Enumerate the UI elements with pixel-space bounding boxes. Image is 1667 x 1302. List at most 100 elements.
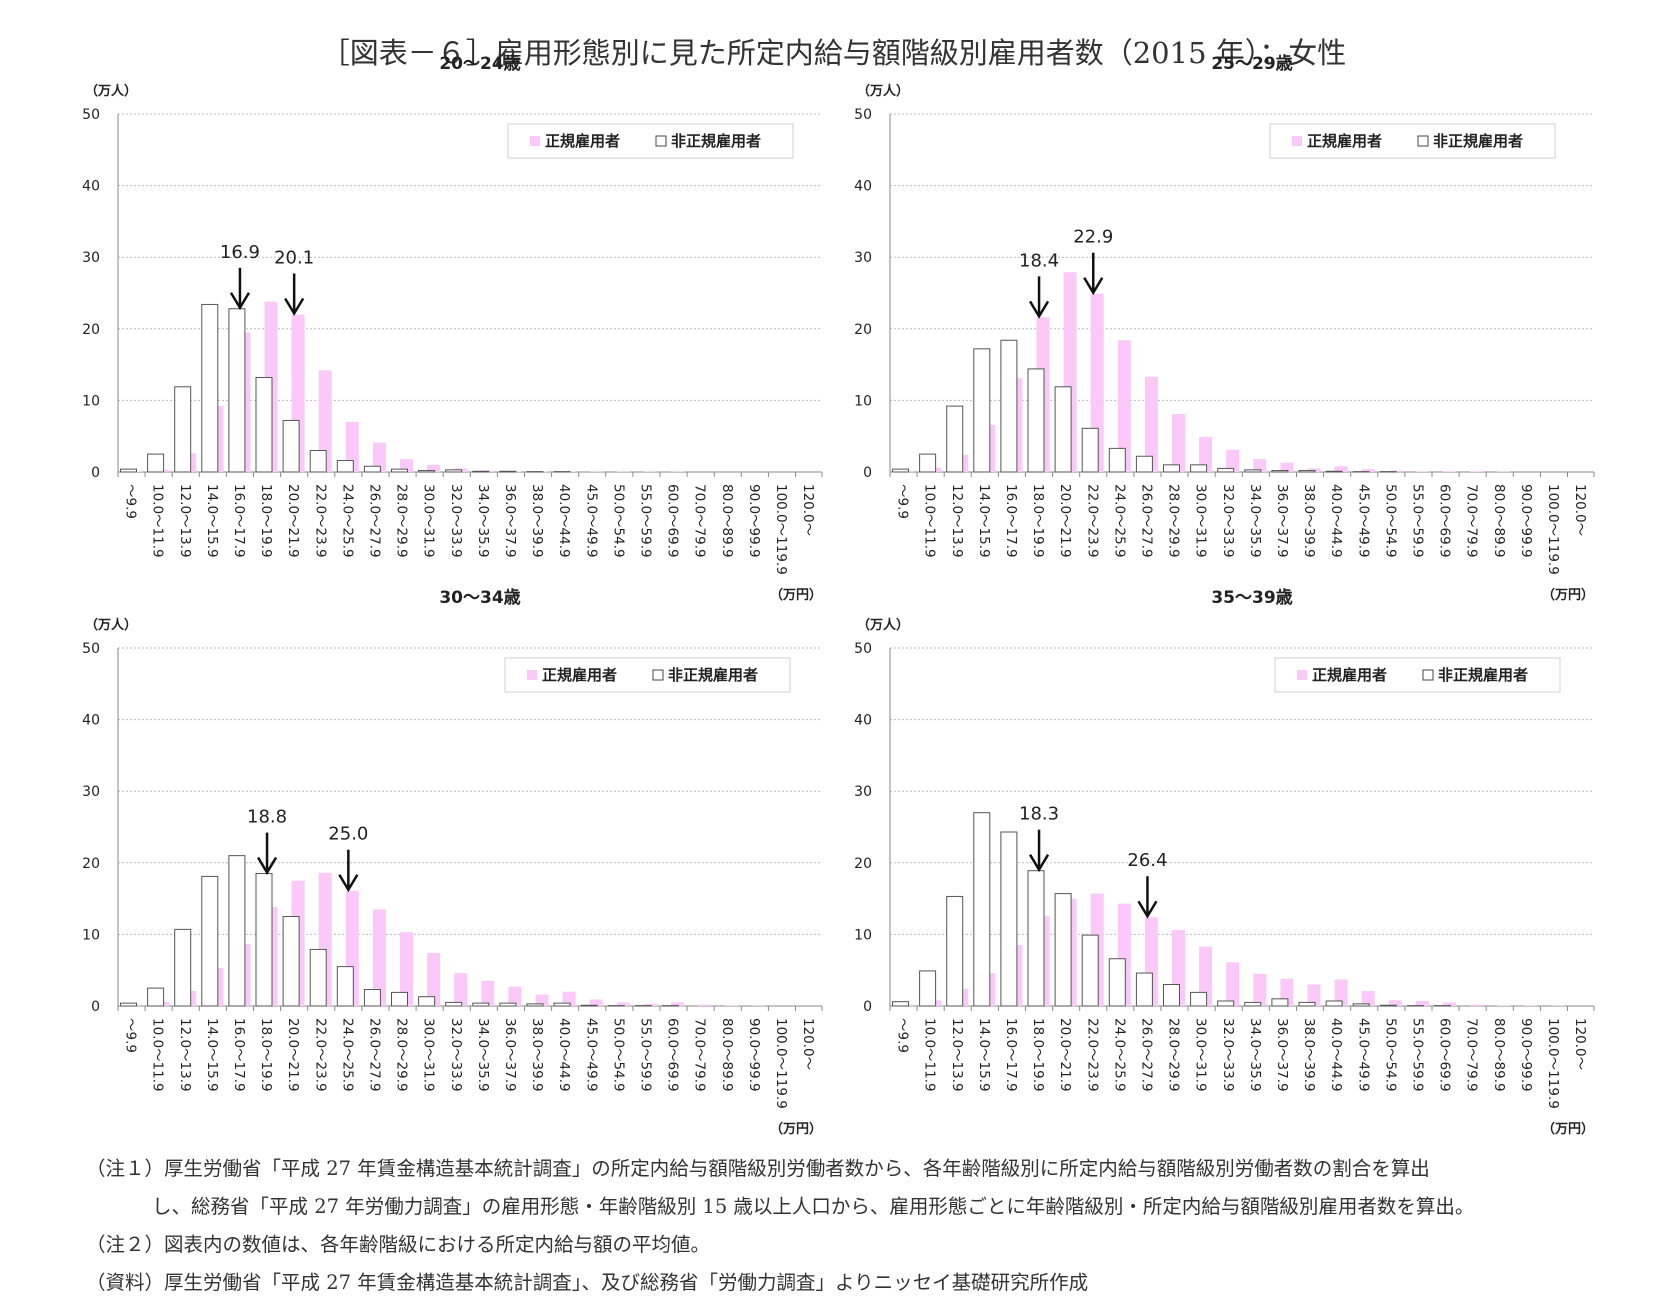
- x-tick-label: 45.0～49.9: [583, 484, 599, 558]
- x-tick-label: 10.0～11.9: [922, 1018, 938, 1092]
- legend-swatch-regular: [530, 136, 540, 146]
- bar-regular: [1253, 459, 1267, 472]
- bar-nonregular: [363, 989, 381, 1007]
- bar-nonregular: [1379, 1004, 1397, 1007]
- legend-swatch-nonregular: [1422, 669, 1434, 681]
- bar-regular: [1226, 962, 1240, 1006]
- bar-nonregular: [499, 470, 517, 473]
- x-tick-label: 34.0～35.9: [475, 1018, 491, 1092]
- bar-regular: [1415, 1000, 1429, 1006]
- x-axis-unit: （万円）: [770, 587, 822, 603]
- bar-regular: [1226, 449, 1240, 472]
- bar-nonregular: [1244, 1001, 1262, 1007]
- bar-nonregular: [120, 468, 137, 473]
- legend-swatch-regular: [527, 670, 537, 680]
- y-tick-label: 30: [82, 250, 100, 266]
- legend-swatch-nonregular: [652, 669, 664, 681]
- x-tick-label: 20.0～21.9: [1057, 1018, 1073, 1092]
- x-tick-label: 18.0～19.9: [258, 1018, 274, 1092]
- legend-label-regular: 正規雇用者: [1307, 132, 1382, 150]
- y-tick-label: 0: [863, 465, 872, 481]
- bar-regular: [671, 1002, 684, 1006]
- x-tick-label: 32.0～33.9: [448, 1018, 464, 1092]
- bar-nonregular: [174, 386, 192, 473]
- bar-regular: [427, 464, 441, 472]
- y-tick-label: 50: [82, 641, 100, 657]
- bar-nonregular: [309, 450, 327, 473]
- x-axis-unit: （万円）: [1542, 587, 1594, 603]
- chart-title: 35～39歳: [1211, 587, 1292, 608]
- x-tick-label: 16.0～17.9: [231, 484, 247, 558]
- bar-nonregular: [445, 469, 463, 473]
- annotation-arrowhead: [338, 874, 359, 893]
- x-tick-label: 14.0～15.9: [204, 1018, 220, 1092]
- x-tick-label: 32.0～33.9: [448, 484, 464, 558]
- x-tick-label: 28.0～29.9: [1166, 1018, 1182, 1092]
- x-tick-label: 120.0～: [800, 484, 816, 536]
- bar-regular: [1524, 1005, 1538, 1006]
- x-tick-label: 12.0～13.9: [949, 1018, 965, 1092]
- bar-regular: [698, 1004, 712, 1006]
- x-tick-label: 70.0～79.9: [692, 1018, 708, 1092]
- x-tick-label: 30.0～31.9: [421, 1018, 437, 1092]
- bar-nonregular: [1108, 447, 1126, 473]
- x-tick-label: 90.0～99.9: [1518, 484, 1534, 558]
- y-tick-label: 40: [82, 713, 100, 729]
- bar-nonregular: [1271, 470, 1289, 473]
- x-tick-label: ～9.9: [123, 1018, 139, 1053]
- x-tick-label: ～9.9: [123, 484, 139, 519]
- x-tick-label: 26.0～27.9: [366, 1018, 382, 1092]
- bar-nonregular: [1054, 893, 1072, 1007]
- x-tick-label: 50.0～54.9: [1382, 1018, 1398, 1092]
- x-tick-label: 38.0～39.9: [1301, 1018, 1317, 1092]
- x-tick-label: 10.0～11.9: [922, 484, 938, 558]
- x-tick-label: 34.0～35.9: [1247, 1018, 1263, 1092]
- annotation-arrowhead: [229, 292, 251, 311]
- bar-nonregular: [1325, 470, 1343, 473]
- x-tick-label: 60.0～69.9: [1437, 1018, 1453, 1092]
- bar-nonregular: [919, 453, 937, 473]
- x-tick-label: 50.0～54.9: [1382, 484, 1398, 558]
- legend: 正規雇用者 非正規雇用者: [1269, 123, 1556, 159]
- bar-nonregular: [1054, 386, 1072, 473]
- bar-nonregular: [1135, 455, 1153, 473]
- y-tick-label: 20: [854, 322, 872, 338]
- bar-regular: [1443, 1002, 1456, 1006]
- x-tick-label: 90.0～99.9: [746, 1018, 762, 1092]
- x-tick-label: 30.0～31.9: [421, 484, 437, 558]
- bar-nonregular: [1217, 467, 1235, 473]
- x-tick-label: 38.0～39.9: [529, 484, 545, 558]
- bar-regular: [372, 909, 386, 1006]
- x-tick-label: 26.0～27.9: [366, 484, 382, 558]
- legend-swatch-nonregular: [655, 135, 667, 147]
- bar-nonregular: [1081, 934, 1099, 1007]
- bar-nonregular: [255, 873, 273, 1007]
- x-tick-label: 36.0～37.9: [502, 1018, 518, 1092]
- legend: 正規雇用者 非正規雇用者: [504, 657, 791, 693]
- x-tick-label: 100.0～119.9: [773, 484, 789, 575]
- x-tick-label: 70.0～79.9: [1464, 484, 1480, 558]
- x-tick-label: 60.0～69.9: [1437, 484, 1453, 558]
- bar-nonregular: [445, 1001, 463, 1007]
- bar-regular: [616, 1002, 630, 1006]
- x-tick-label: 12.0～13.9: [177, 1018, 193, 1092]
- x-tick-label: 80.0～89.9: [1491, 1018, 1507, 1092]
- x-tick-label: 28.0～29.9: [1166, 484, 1182, 558]
- bar-regular: [1361, 990, 1375, 1006]
- bar-regular: [1443, 471, 1456, 472]
- annotation-arrowhead: [256, 856, 278, 875]
- bar-regular: [1199, 946, 1213, 1006]
- bar-regular: [1334, 466, 1348, 472]
- y-tick-label: 40: [854, 179, 872, 195]
- y-tick-label: 10: [854, 393, 872, 409]
- x-tick-label: 20.0～21.9: [285, 1018, 301, 1092]
- legend-box: [1269, 123, 1556, 159]
- bar-nonregular: [282, 419, 300, 473]
- annotation-label: 18.8: [247, 807, 287, 828]
- y-tick-label: 30: [854, 250, 872, 266]
- bar-nonregular: [418, 996, 436, 1007]
- bar-regular: [318, 370, 332, 472]
- bar-nonregular: [391, 468, 408, 473]
- chart-panel: 20～24歳 （万人） 0 10 20 30 40 50 ～9.9 10.0～11.9 12.0～1…: [82, 53, 823, 603]
- bar-regular: [481, 980, 495, 1006]
